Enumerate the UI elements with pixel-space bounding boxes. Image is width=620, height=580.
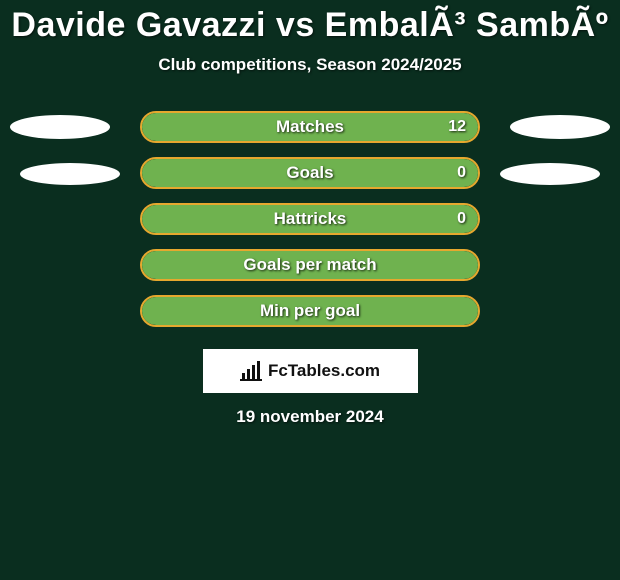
stat-label: Min per goal xyxy=(260,301,360,321)
footer-date: 19 november 2024 xyxy=(0,407,620,427)
avatar-placeholder-left-2 xyxy=(20,163,120,185)
fctables-link[interactable]: FcTables.com xyxy=(203,349,418,393)
stat-row: Goals 0 xyxy=(140,157,480,189)
stat-value: 0 xyxy=(457,164,466,182)
stat-bar: Goals per match xyxy=(140,249,480,281)
page-subtitle: Club competitions, Season 2024/2025 xyxy=(0,55,620,75)
stat-label: Hattricks xyxy=(274,209,347,229)
avatar-placeholder-right-1 xyxy=(510,115,610,139)
stats-card: Davide Gavazzi vs EmbalÃ³ SambÃº Club co… xyxy=(0,0,620,427)
stat-row: Matches 12 xyxy=(140,111,480,143)
avatar-placeholder-right-2 xyxy=(500,163,600,185)
stat-bar: Matches 12 xyxy=(140,111,480,143)
stat-row: Hattricks 0 xyxy=(140,203,480,235)
stat-label: Goals per match xyxy=(243,255,376,275)
stat-bar: Goals 0 xyxy=(140,157,480,189)
page-title: Davide Gavazzi vs EmbalÃ³ SambÃº xyxy=(0,6,620,45)
stat-value: 12 xyxy=(448,118,466,136)
stat-value: 0 xyxy=(457,210,466,228)
stats-rows: Matches 12 Goals 0 Hattricks 0 Goals per… xyxy=(0,111,620,327)
stat-label: Goals xyxy=(286,163,333,183)
stat-row: Goals per match xyxy=(140,249,480,281)
stat-row: Min per goal xyxy=(140,295,480,327)
bar-chart-icon xyxy=(240,361,262,381)
stat-label: Matches xyxy=(276,117,344,137)
fctables-logo-text: FcTables.com xyxy=(268,361,380,381)
avatar-placeholder-left-1 xyxy=(10,115,110,139)
stat-bar: Hattricks 0 xyxy=(140,203,480,235)
stat-bar: Min per goal xyxy=(140,295,480,327)
